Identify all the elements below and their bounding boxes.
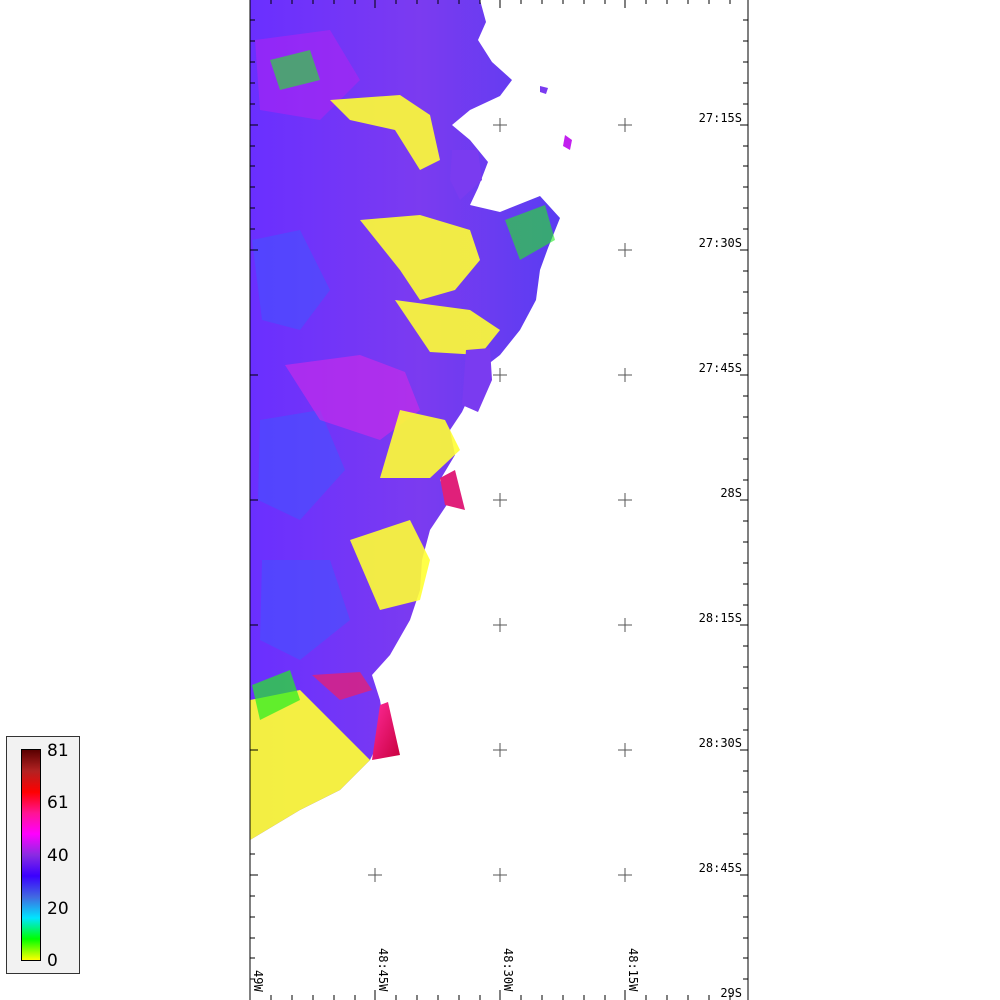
color-legend: 81 61 40 20 0 — [6, 736, 80, 974]
graticule-crosses — [368, 118, 632, 882]
lat-label: 29S — [720, 986, 742, 1000]
bottom-axis-ticks — [249, 990, 731, 1000]
coastal-lowland — [350, 520, 430, 610]
lat-label: 28:45S — [699, 861, 742, 875]
coastal-green — [270, 50, 320, 90]
lon-label: 49W — [251, 970, 265, 992]
coastal-green — [252, 670, 300, 720]
latitude-labels: 27:15S 27:30S 27:45S 28S 28:15S 28:30S 2… — [699, 111, 742, 1000]
coastal-lowland — [330, 95, 440, 170]
coastal-lowland — [360, 215, 480, 300]
island — [462, 348, 492, 412]
lat-label: 28S — [720, 486, 742, 500]
land-blue-patch — [252, 230, 330, 330]
lat-label: 27:15S — [699, 111, 742, 125]
color-scale-bar — [21, 749, 41, 961]
land-blue-patch — [260, 560, 350, 660]
high-value-patch — [440, 470, 465, 510]
lon-label: 48:45W — [376, 948, 390, 992]
island — [450, 150, 482, 200]
top-axis-ticks — [249, 0, 731, 8]
left-axis-ticks — [250, 19, 258, 980]
legend-tick-label: 40 — [47, 846, 69, 866]
high-value-patch — [312, 672, 372, 700]
land-magenta-patch — [285, 355, 420, 440]
legend-tick-label: 81 — [47, 741, 69, 761]
legend-tick-label: 0 — [47, 951, 58, 971]
coastal-lowland — [250, 690, 370, 840]
coastal-lowland — [395, 300, 500, 355]
lon-label: 48:15W — [626, 948, 640, 992]
lat-label: 27:45S — [699, 361, 742, 375]
high-value-patch — [372, 702, 400, 760]
lat-label: 28:15S — [699, 611, 742, 625]
coastal-lowland — [380, 410, 460, 478]
lat-label: 28:30S — [699, 736, 742, 750]
legend-tick-label: 20 — [47, 899, 69, 919]
right-axis-ticks — [740, 19, 748, 980]
longitude-labels: 49W 48:45W 48:30W 48:15W — [251, 948, 640, 992]
island — [563, 135, 572, 150]
land-blue-patch — [258, 410, 345, 520]
coastal-green — [505, 205, 555, 260]
lat-label: 27:30S — [699, 236, 742, 250]
lon-label: 48:30W — [501, 948, 515, 992]
legend-tick-label: 61 — [47, 793, 69, 813]
island — [540, 86, 548, 94]
